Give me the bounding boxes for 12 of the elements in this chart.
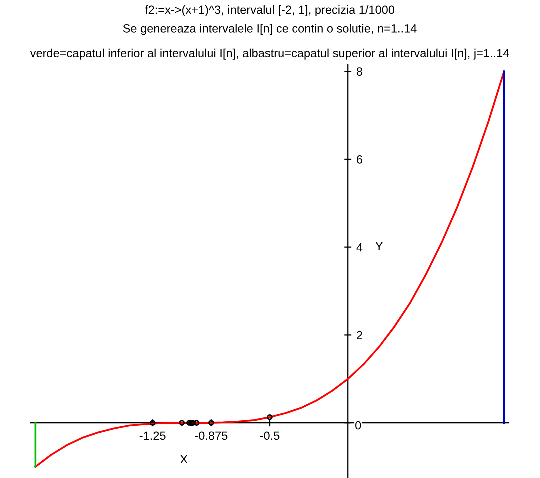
y-tick-label: 8 (356, 68, 362, 76)
y-tick-label: 4 (356, 243, 363, 252)
y-tick-label: 2 (357, 331, 362, 340)
chart-subtitle: Se genereaza intervalele I[n] ce contin o solutie, n=1..14 verde=capatul inferior al intervalului I[n], albastru=capatul superior al intervalului I[n], j=1..14 (30, 24, 510, 60)
x-tick-label: -0.5 (260, 432, 280, 440)
y-axis-title: Y (376, 242, 384, 250)
x-tick-label: -1.25 (140, 432, 166, 440)
y-tick-label: 6 (357, 155, 362, 164)
chart-title: f2:=x->(x+1)^3, intervalul [-2, 1], precizia 1/1000 (145, 6, 395, 16)
x-tick-label: -0.875 (195, 432, 228, 440)
x-axis-title: X (180, 455, 188, 464)
y-tick-label: 0 (356, 421, 362, 430)
